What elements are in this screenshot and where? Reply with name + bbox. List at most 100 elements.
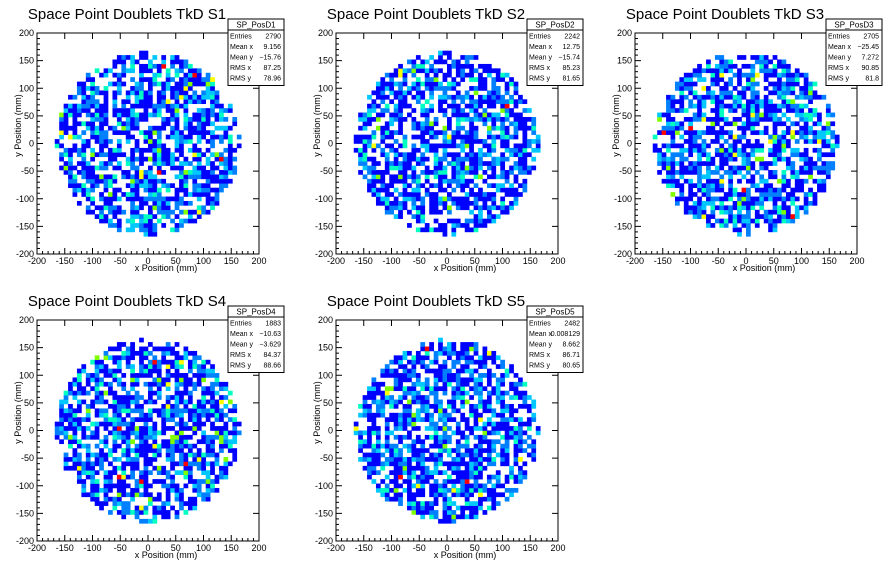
heatmap-cell — [196, 368, 202, 374]
heatmap-cell — [196, 183, 202, 188]
heatmap-cell — [495, 72, 501, 78]
heatmap-cell — [99, 121, 104, 127]
heatmap-cell — [486, 174, 492, 180]
heatmap-cell — [174, 399, 180, 405]
heatmap-cell — [139, 350, 144, 356]
heatmap-cell — [156, 72, 162, 78]
heatmap-cell — [411, 452, 417, 458]
heatmap-cell — [94, 99, 100, 105]
heatmap-cell — [746, 156, 751, 162]
heatmap-cell — [504, 443, 510, 449]
heatmap-cell — [156, 143, 162, 149]
heatmap-cell — [187, 174, 193, 180]
heatmap-cell — [103, 501, 109, 506]
heatmap-cell — [201, 209, 207, 215]
heatmap-cell — [750, 103, 756, 109]
heatmap-cell — [455, 421, 461, 427]
heatmap-cell — [741, 165, 747, 171]
heatmap-cell — [130, 492, 135, 498]
heatmap-cell — [478, 412, 483, 418]
heatmap-cell — [214, 112, 220, 118]
heatmap-cell — [719, 200, 725, 206]
heatmap-cell — [473, 192, 479, 197]
heatmap-cell — [99, 112, 104, 118]
heatmap-cell — [706, 187, 711, 193]
heatmap-cell — [657, 147, 662, 153]
heatmap-cell — [192, 479, 198, 484]
heatmap-cell — [411, 152, 417, 158]
heatmap-cell — [161, 143, 167, 149]
heatmap-cell — [473, 342, 479, 347]
heatmap-cell — [402, 187, 408, 193]
heatmap-cell — [518, 121, 523, 127]
heatmap-cell — [433, 355, 439, 361]
heatmap-cell — [411, 178, 417, 184]
heatmap-cell — [737, 214, 742, 219]
heatmap-cell — [473, 77, 479, 82]
heatmap-cell — [63, 170, 69, 175]
heatmap-cell — [772, 72, 778, 78]
heatmap-cell — [424, 125, 430, 131]
heatmap-cell — [442, 152, 448, 158]
heatmap-cell — [447, 474, 452, 480]
heatmap-cell — [205, 434, 211, 440]
heatmap-cell — [112, 147, 118, 153]
heatmap-cell — [808, 125, 813, 131]
heatmap-cell — [375, 174, 381, 180]
heatmap-cell — [139, 395, 144, 400]
heatmap-cell — [81, 121, 87, 127]
heatmap-cell — [442, 187, 448, 193]
heatmap-cell — [821, 94, 827, 100]
heatmap-cell — [803, 209, 809, 215]
heatmap-cell — [63, 426, 69, 431]
heatmap-cell — [455, 196, 461, 202]
heatmap-cell — [384, 390, 390, 396]
heatmap-cell — [683, 205, 689, 211]
heatmap-cell — [478, 196, 483, 202]
y-axis-label: y Position (mm) — [611, 94, 621, 157]
heatmap-cell — [821, 134, 827, 140]
heatmap-cell — [112, 465, 118, 471]
heatmap-cell — [670, 130, 676, 135]
heatmap-cell — [491, 161, 497, 166]
heatmap-cell — [768, 227, 773, 233]
heatmap-cell — [513, 112, 519, 118]
heatmap-cell — [415, 439, 421, 445]
heatmap-cell — [451, 514, 457, 520]
heatmap-cell — [473, 86, 479, 91]
heatmap-cell — [714, 139, 720, 144]
heatmap-cell — [210, 395, 215, 400]
heatmap-cell — [108, 178, 113, 184]
heatmap-cell — [170, 63, 175, 69]
heatmap-cell — [772, 218, 778, 224]
heatmap-cell — [125, 156, 131, 162]
heatmap-cell — [808, 170, 813, 175]
y-tick-label: 100 — [19, 370, 34, 380]
heatmap-cell — [99, 72, 104, 78]
heatmap-cell — [424, 346, 430, 352]
heatmap-cell — [504, 368, 510, 374]
heatmap-cell — [108, 183, 113, 188]
chart-title: Space Point Doublets TkD S2 — [327, 6, 525, 23]
heatmap-cell — [469, 72, 474, 78]
heatmap-cell — [76, 386, 82, 392]
heatmap-cell — [393, 94, 399, 100]
heatmap-cell — [380, 90, 386, 96]
heatmap-cell — [741, 156, 747, 162]
heatmap-cell — [398, 412, 403, 418]
heatmap-cell — [407, 461, 412, 467]
heatmap-cell — [817, 130, 822, 135]
heatmap-cell — [464, 505, 470, 511]
heatmap-cell — [763, 187, 769, 193]
heatmap-cell — [513, 90, 519, 96]
heatmap-cell — [179, 130, 184, 135]
heatmap-cell — [156, 196, 162, 202]
heatmap-cell — [812, 200, 818, 206]
heatmap-cell — [143, 108, 149, 113]
heatmap-cell — [393, 470, 399, 475]
heatmap-cell — [701, 147, 707, 153]
heatmap-cell — [486, 408, 492, 414]
heatmap-cell — [415, 426, 421, 431]
heatmap-cell — [464, 59, 470, 65]
heatmap-cell — [794, 139, 800, 144]
